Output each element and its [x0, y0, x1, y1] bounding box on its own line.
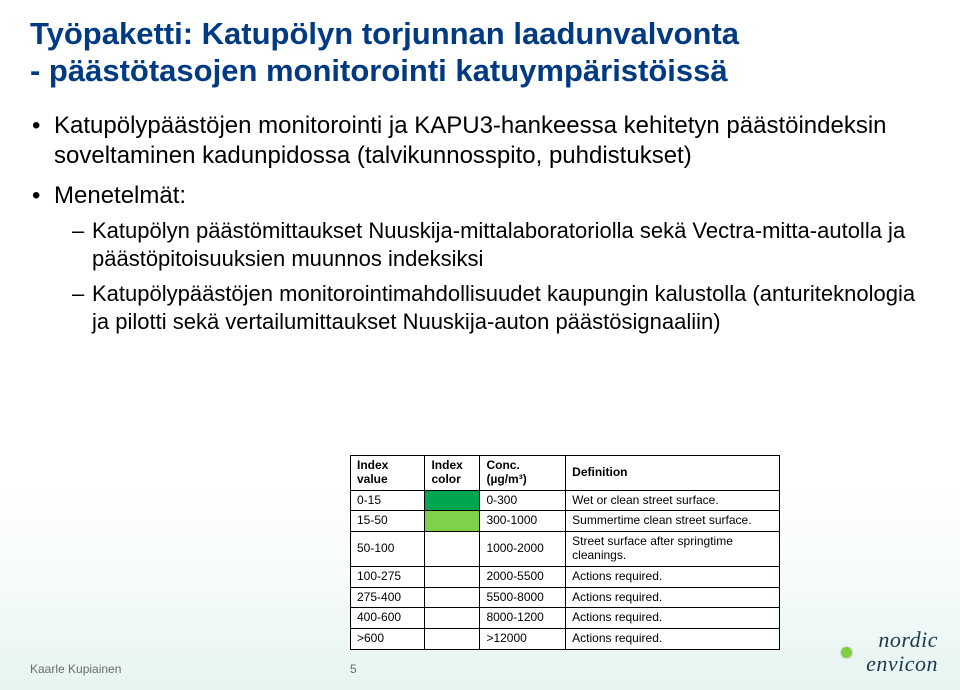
bullet-item: Menetelmät: Katupölyn päästömittaukset N… — [30, 181, 930, 335]
cell-index-value: 275-400 — [351, 587, 425, 608]
table-row: >600 >12000Actions required. — [351, 629, 780, 650]
cell-definition: Street surface after springtime cleaning… — [566, 532, 780, 567]
cell-index-value: 15-50 — [351, 511, 425, 532]
table-row: 15-50 300-1000Summertime clean street sur… — [351, 511, 780, 532]
slide: Työpaketti: Katupölyn torjunnan laadunva… — [0, 0, 960, 690]
footer-author: Kaarle Kupiainen — [30, 662, 121, 676]
sub-bullet-text: Katupölyn päästömittaukset Nuuskija-mitt… — [92, 218, 905, 271]
bullet-list: Katupölypäästöjen monitorointi ja KAPU3-… — [30, 111, 930, 335]
title-line-2: - päästötasojen monitorointi katuympäris… — [30, 53, 728, 88]
col-header: Index color — [425, 456, 480, 491]
cell-index-value: >600 — [351, 629, 425, 650]
cell-index-value: 50-100 — [351, 532, 425, 567]
title-line-1: Työpaketti: Katupölyn torjunnan laadunva… — [30, 16, 739, 51]
cell-index-value: 0-15 — [351, 490, 425, 511]
cell-conc: >12000 — [480, 629, 566, 650]
cell-definition: Wet or clean street surface. — [566, 490, 780, 511]
cell-definition: Actions required. — [566, 566, 780, 587]
table-row: 50-100 1000-2000Street surface after spri… — [351, 532, 780, 567]
col-header: Index value — [351, 456, 425, 491]
cell-index-value: 100-275 — [351, 566, 425, 587]
cell-index-color — [425, 566, 480, 587]
slide-title: Työpaketti: Katupölyn torjunnan laadunva… — [30, 16, 930, 89]
logo-text-bottom: envicon — [866, 651, 938, 677]
table-row: 400-600 8000-1200Actions required. — [351, 608, 780, 629]
sub-bullet-item: Katupölypäästöjen monitorointimahdollisu… — [72, 280, 930, 335]
cell-definition: Actions required. — [566, 629, 780, 650]
cell-conc: 2000-5500 — [480, 566, 566, 587]
bullet-item: Katupölypäästöjen monitorointi ja KAPU3-… — [30, 111, 930, 171]
table-header-row: Index value Index color Conc. (µg/m³) De… — [351, 456, 780, 491]
sub-bullet-text: Katupölypäästöjen monitorointimahdollisu… — [92, 281, 915, 334]
col-header: Definition — [566, 456, 780, 491]
bullet-text: Katupölypäästöjen monitorointi ja KAPU3-… — [54, 112, 887, 169]
cell-index-color — [425, 608, 480, 629]
logo: nordic envicon — [798, 625, 938, 680]
cell-index-value: 400-600 — [351, 608, 425, 629]
cell-index-color — [425, 490, 480, 511]
cell-index-color — [425, 587, 480, 608]
logo-dot-icon — [841, 647, 852, 658]
col-header: Conc. (µg/m³) — [480, 456, 566, 491]
cell-conc: 1000-2000 — [480, 532, 566, 567]
index-table: Index value Index color Conc. (µg/m³) De… — [350, 455, 780, 650]
cell-conc: 300-1000 — [480, 511, 566, 532]
page-number: 5 — [350, 662, 357, 676]
logo-text-top: nordic — [878, 627, 938, 653]
cell-conc: 0-300 — [480, 490, 566, 511]
table-row: 275-400 5500-8000Actions required. — [351, 587, 780, 608]
cell-index-color — [425, 532, 480, 567]
sub-bullet-item: Katupölyn päästömittaukset Nuuskija-mitt… — [72, 217, 930, 272]
cell-definition: Actions required. — [566, 608, 780, 629]
table-row: 100-275 2000-5500Actions required. — [351, 566, 780, 587]
table-body: 0-150-300Wet or clean street surface.15-… — [351, 490, 780, 649]
table-row: 0-15 0-300Wet or clean street surface. — [351, 490, 780, 511]
cell-definition: Summertime clean street surface. — [566, 511, 780, 532]
cell-index-color — [425, 511, 480, 532]
index-table-container: Index value Index color Conc. (µg/m³) De… — [350, 455, 780, 650]
cell-index-color — [425, 629, 480, 650]
sub-bullet-list: Katupölyn päästömittaukset Nuuskija-mitt… — [54, 217, 930, 335]
cell-conc: 8000-1200 — [480, 608, 566, 629]
cell-conc: 5500-8000 — [480, 587, 566, 608]
bullet-text: Menetelmät: — [54, 182, 186, 209]
cell-definition: Actions required. — [566, 587, 780, 608]
